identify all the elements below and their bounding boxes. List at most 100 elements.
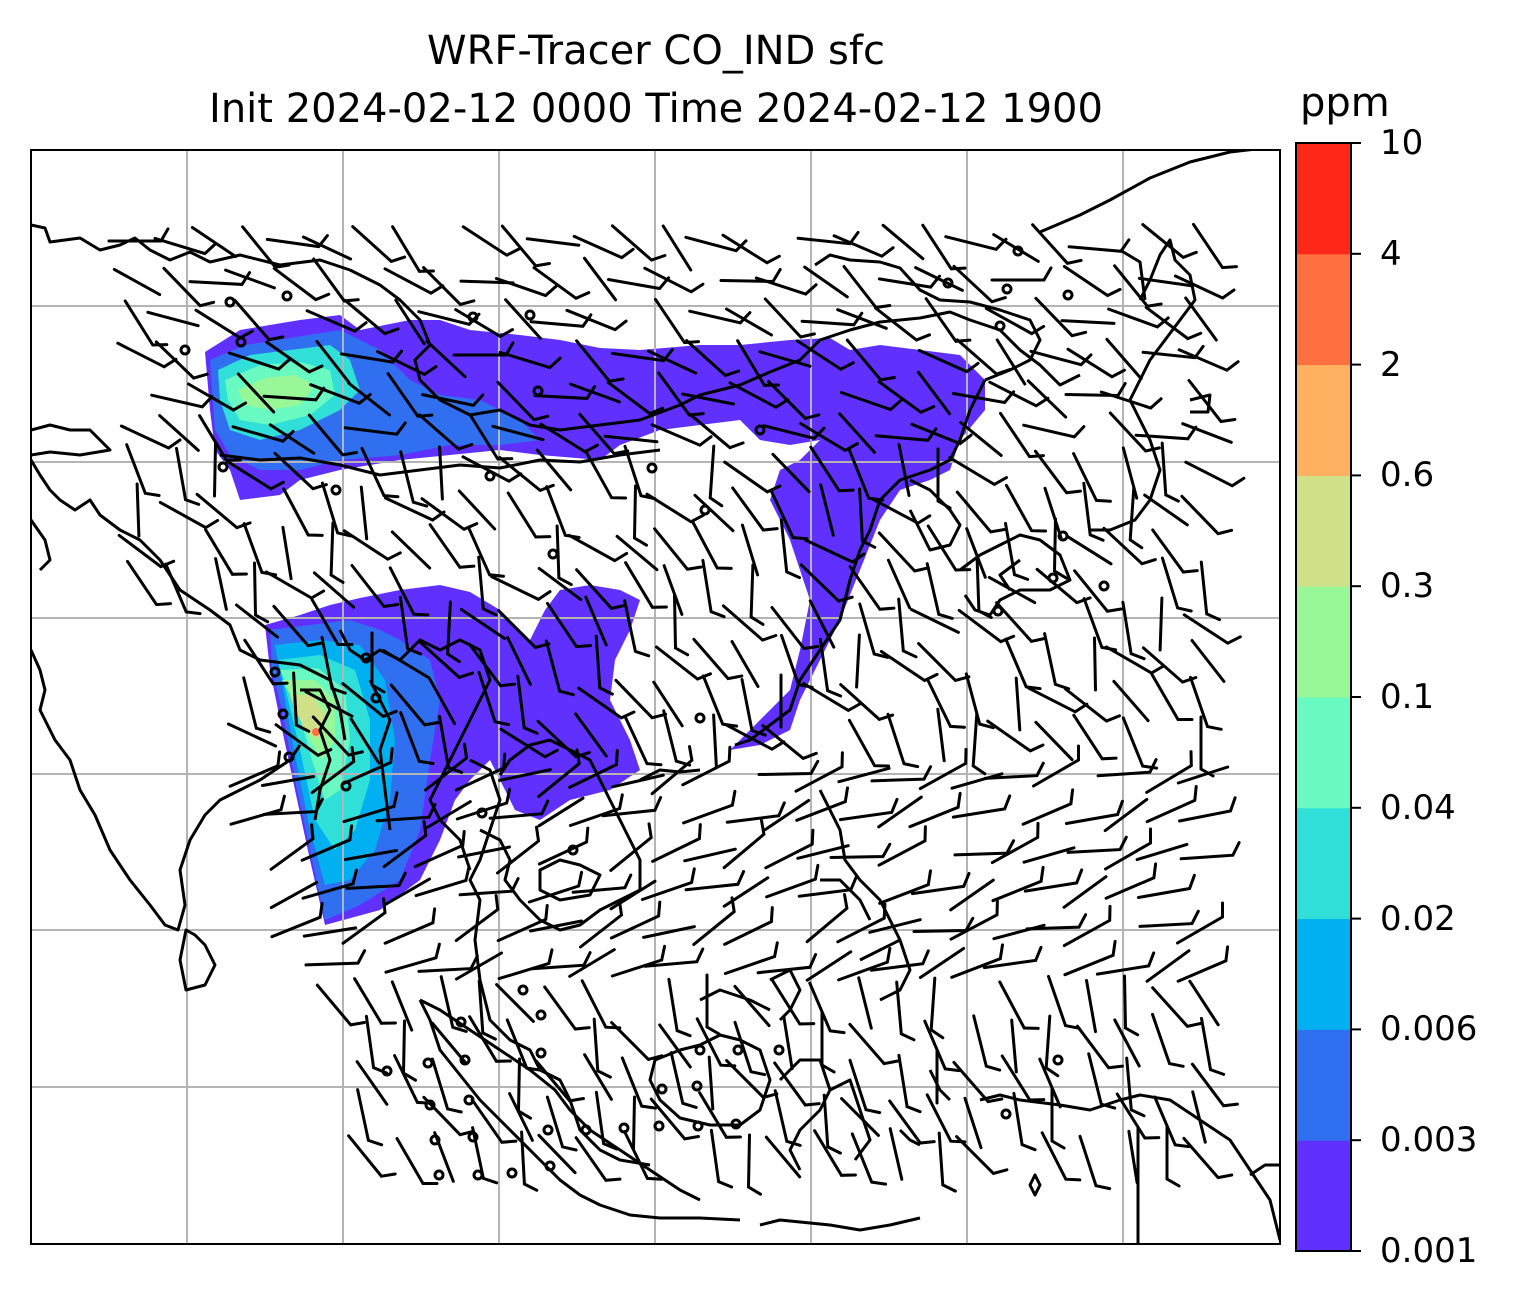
wind-barb [236,372,276,414]
wind-barb [310,598,354,646]
wind-barb [389,683,440,727]
wind-barb [990,266,1053,282]
wind-barb [614,678,668,720]
wind-barb [1134,425,1198,441]
wind-barb [971,712,987,776]
calm-wind-marker [535,1009,547,1021]
wind-barb [610,224,667,262]
wind-barb [439,975,468,1033]
wind-barb [746,1133,762,1196]
wind-barb [536,719,591,759]
wind-barb [683,847,737,863]
wind-barb [832,234,895,258]
calm-wind-marker [517,984,529,996]
wind-barb [1151,528,1199,574]
wind-barb [433,1131,455,1183]
wind-barb [351,225,407,264]
wind-barb [681,745,732,787]
wind-barb [382,820,428,869]
wind-barb [1062,904,1112,948]
colorbar-bin [1296,475,1351,587]
colorbar-tick-label: 10 [1380,123,1424,163]
wind-barb [571,873,633,894]
wind-barb [1062,875,1108,909]
wind-barb [936,447,952,510]
wind-barb [470,1098,518,1144]
calm-wind-marker [773,1044,785,1056]
wind-barb [175,446,201,506]
wind-barb [164,562,202,616]
wind-barb [353,977,397,1025]
wind-barb [1064,382,1127,398]
wind-barb [1179,841,1241,861]
wind-barb [769,488,809,541]
wind-barb [1052,517,1068,580]
wind-barb [709,1128,734,1189]
wind-barb [988,380,1050,408]
wind-barb [837,766,891,784]
wind-barb [1181,422,1233,444]
wind-barb [446,600,461,664]
wind-barb [757,759,820,776]
wind-barb [740,523,760,577]
wind-barb [1010,1018,1018,1074]
wind-barb [370,631,386,694]
map-frame [30,149,1281,1245]
wind-barb [388,566,430,617]
wind-barb [343,421,407,436]
wind-barb [723,906,774,946]
wind-barb [767,380,821,421]
colorbar-tick-label: 2 [1380,344,1402,385]
wind-barb [1064,799,1124,825]
wind-barb [419,641,475,680]
wind-barb [282,487,324,537]
wind-barb [312,571,356,609]
calm-wind-marker [694,1044,706,1056]
wind-barb [1093,636,1097,692]
wind-barb [610,1021,664,1062]
wind-barb [1104,862,1158,900]
wind-barb [1044,1014,1060,1078]
wind-barb [795,786,849,822]
wind-barb [454,308,514,339]
wind-barb [983,761,1045,780]
wind-barb [1182,1136,1234,1180]
wind-barb [242,522,278,577]
wind-barb [722,819,766,870]
wind-barb [1096,758,1158,778]
wind-barb [364,1014,389,1075]
calm-wind-marker [994,320,1006,332]
wind-barb [955,1135,1009,1176]
wind-barb [655,645,712,681]
wind-barb [424,800,472,830]
wind-barb [653,527,703,571]
wind-barb [384,942,441,974]
wind-barb [320,481,353,538]
wind-barb [545,1095,578,1152]
calm-wind-marker [224,296,236,308]
wind-barb [269,823,315,871]
wind-barb [611,773,665,789]
wind-barbs [107,222,1246,1196]
wind-barb [544,639,575,697]
wind-barb [681,392,735,406]
calm-wind-marker [691,1080,703,1092]
wind-barb [158,414,200,452]
wind-barb [601,796,663,818]
wind-barb [579,899,624,949]
wind-barb [347,1134,397,1178]
wind-barb [955,490,1006,534]
wind-barb [642,925,696,939]
wind-barb [534,1059,585,1103]
wind-barb [1127,1129,1139,1185]
wind-barb [684,870,746,892]
wind-barb [1105,337,1143,381]
wind-barb [471,1126,499,1185]
wind-barb [575,339,625,383]
wind-barb [874,306,931,342]
wind-barb [712,713,718,769]
wind-barb [1099,390,1163,410]
wind-barb [1073,569,1123,613]
wind-barb [347,381,391,417]
wind-barb [1095,951,1156,976]
